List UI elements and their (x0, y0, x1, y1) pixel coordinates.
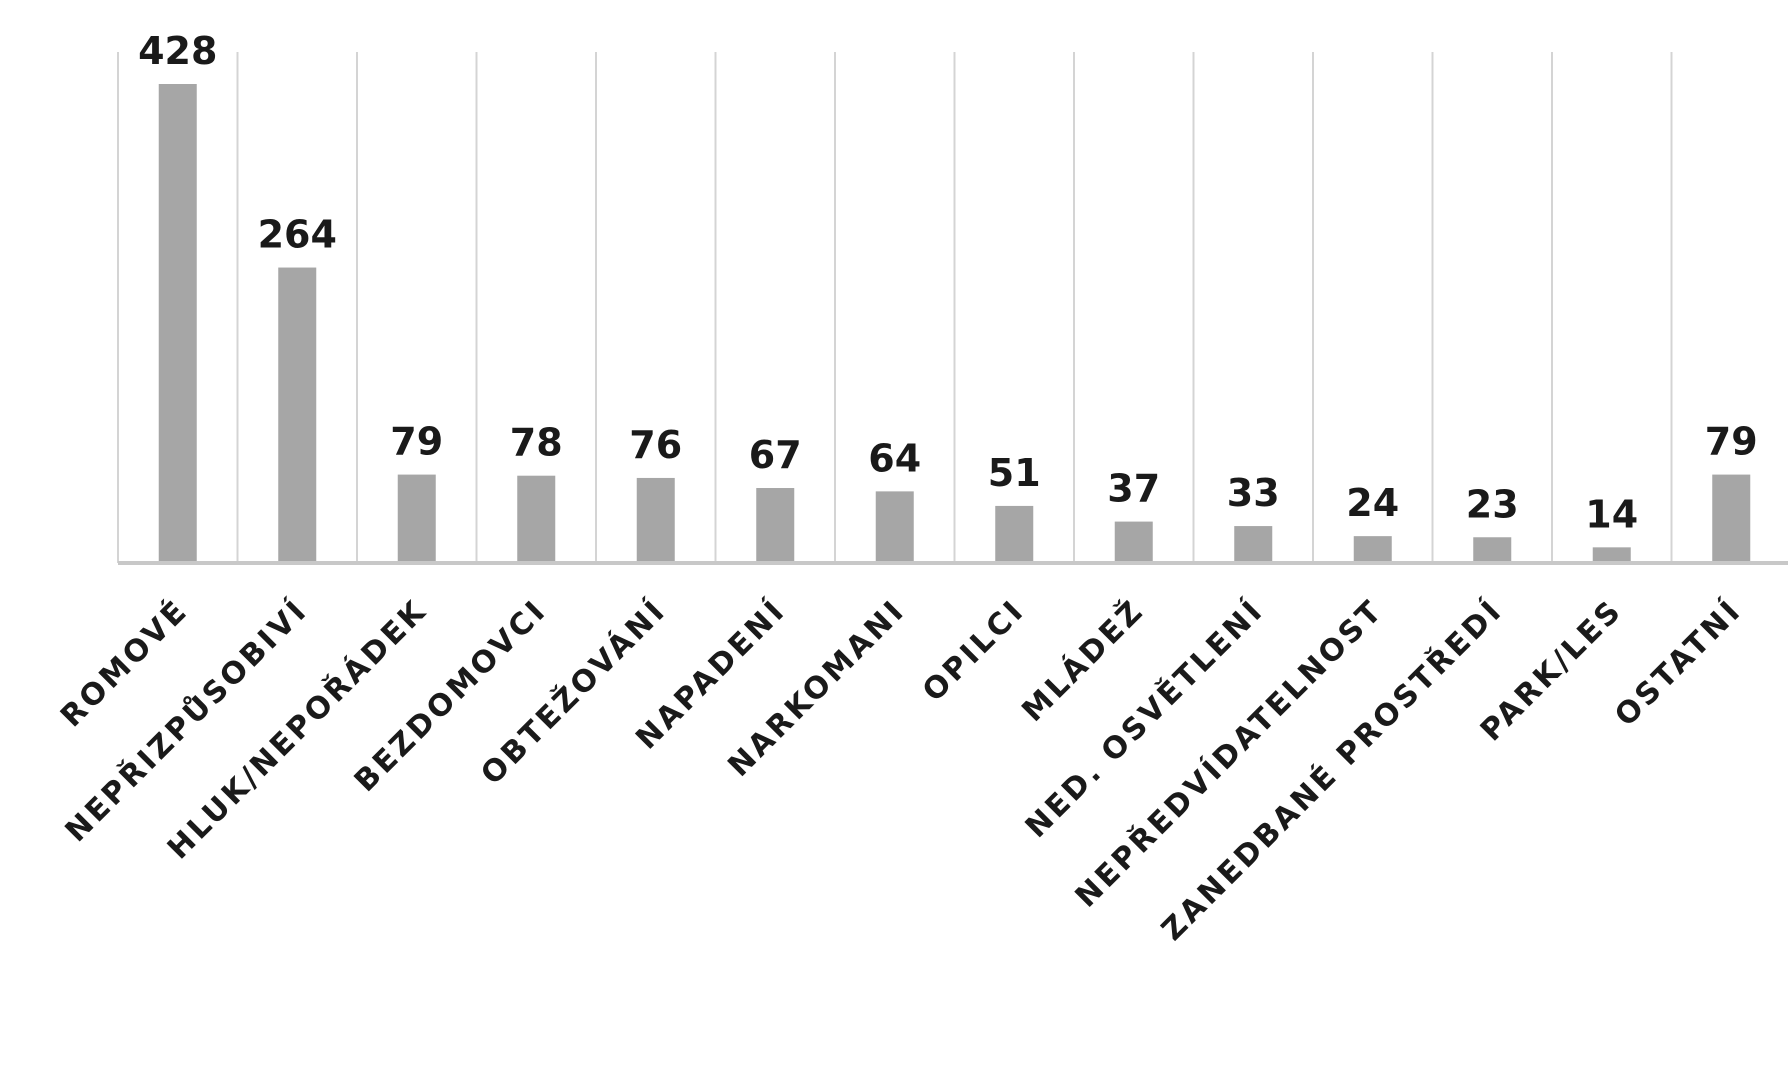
x-tick-label: OSTATNÍ (1608, 592, 1749, 733)
data-label: 37 (1107, 467, 1160, 511)
bar (756, 488, 795, 563)
bars (158, 84, 1751, 563)
data-label: 64 (868, 436, 921, 480)
x-tick-label: NEPŘIZPŮSOBIVÍ (57, 591, 315, 849)
bar (1712, 474, 1751, 563)
x-tick-label: OPILCI (916, 593, 1032, 709)
bar (278, 267, 317, 563)
bar (636, 477, 675, 563)
data-label: 264 (258, 213, 337, 257)
value-labels: 428 264 79 78 76 67 64 51 37 33 24 23 14 79 (138, 29, 1758, 536)
data-label: 79 (390, 420, 443, 464)
bar (1592, 547, 1631, 563)
bar (1114, 521, 1153, 563)
x-tick-label: NED. OSVĚTLENÍ (1018, 592, 1271, 845)
data-label: 78 (510, 421, 563, 465)
bar (397, 474, 436, 563)
data-label: 428 (138, 29, 217, 73)
data-label: 76 (629, 423, 682, 467)
grid-lines (117, 52, 1673, 563)
data-label: 14 (1585, 492, 1638, 536)
bar (995, 505, 1034, 563)
bar (1473, 537, 1512, 563)
data-label: 33 (1227, 471, 1280, 515)
bar (875, 491, 914, 563)
bar (517, 475, 556, 563)
data-label: 51 (988, 451, 1041, 495)
category-labels: ROMOVÉNEPŘIZPŮSOBIVÍHLUK/NEPOŘÁDEKBEZDOM… (53, 591, 1749, 947)
data-label: 67 (749, 433, 802, 477)
bar (1234, 526, 1273, 563)
data-label: 23 (1466, 482, 1519, 526)
data-label: 79 (1705, 420, 1758, 464)
bar (1353, 536, 1392, 563)
data-label: 24 (1346, 481, 1399, 525)
bar (158, 84, 197, 563)
